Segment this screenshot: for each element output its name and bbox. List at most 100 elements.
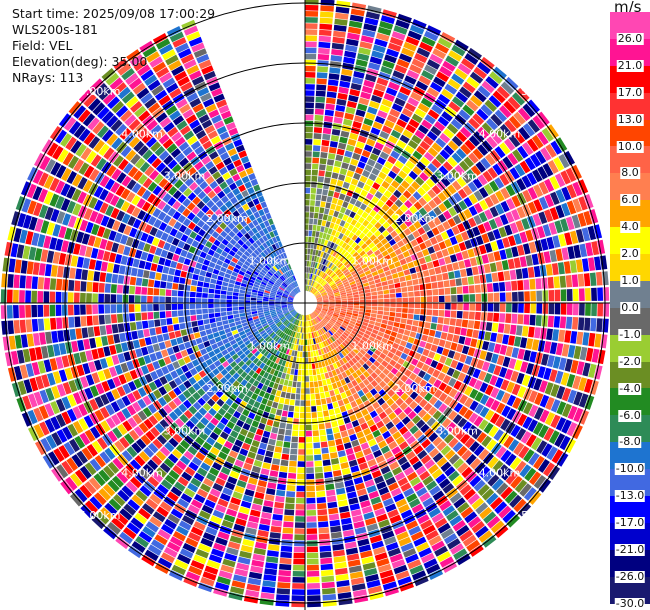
range-gate bbox=[88, 136, 101, 149]
range-gate bbox=[326, 323, 332, 329]
range-gate bbox=[105, 273, 113, 283]
range-gate bbox=[295, 394, 301, 400]
range-gate bbox=[529, 351, 537, 363]
range-gate bbox=[177, 303, 184, 310]
range-gate bbox=[567, 246, 575, 260]
range-gate bbox=[545, 396, 555, 411]
range-gate bbox=[389, 311, 396, 317]
range-gate bbox=[259, 369, 266, 377]
range-gate bbox=[343, 331, 349, 337]
range-gate bbox=[96, 249, 105, 260]
range-gate bbox=[374, 321, 381, 327]
range-gate bbox=[167, 275, 174, 282]
range-gate bbox=[391, 212, 400, 221]
range-gate bbox=[437, 224, 446, 233]
range-gate bbox=[348, 367, 355, 374]
range-gate bbox=[374, 368, 382, 376]
range-gate bbox=[253, 497, 264, 506]
range-gate bbox=[437, 116, 450, 127]
range-gate bbox=[232, 299, 238, 303]
range-gate bbox=[383, 93, 395, 102]
range-gate bbox=[412, 150, 423, 160]
range-gate bbox=[292, 318, 296, 324]
range-gate bbox=[399, 276, 406, 282]
range-gate bbox=[548, 222, 558, 235]
range-gate bbox=[201, 335, 209, 343]
range-gate bbox=[504, 138, 516, 151]
range-gate bbox=[372, 429, 381, 438]
range-gate bbox=[288, 307, 294, 311]
range-gate bbox=[512, 149, 524, 162]
range-gate bbox=[175, 525, 189, 536]
range-gate bbox=[37, 234, 46, 248]
range-gate bbox=[331, 216, 337, 224]
range-gate bbox=[381, 166, 390, 175]
range-gate bbox=[254, 320, 261, 326]
range-gate bbox=[108, 252, 117, 263]
range-gate bbox=[289, 454, 297, 461]
range-gate bbox=[68, 316, 75, 328]
range-gate bbox=[327, 311, 333, 315]
range-gate bbox=[338, 174, 346, 181]
range-gate bbox=[265, 359, 272, 366]
range-gate bbox=[385, 503, 397, 513]
range-gate bbox=[375, 282, 382, 288]
range-gate bbox=[316, 304, 323, 307]
range-gate bbox=[273, 370, 279, 377]
range-gate bbox=[284, 312, 290, 316]
range-gate bbox=[221, 238, 229, 246]
range-gate bbox=[179, 323, 186, 330]
range-gate bbox=[140, 434, 151, 446]
range-gate bbox=[328, 306, 335, 309]
range-gate bbox=[224, 552, 238, 562]
range-gate bbox=[262, 430, 271, 438]
range-gate bbox=[337, 225, 343, 233]
range-gate bbox=[271, 520, 283, 527]
range-gate bbox=[517, 145, 529, 159]
range-gate bbox=[402, 190, 412, 199]
range-gate bbox=[461, 172, 472, 184]
range-gate bbox=[523, 487, 537, 501]
range-gate bbox=[525, 255, 533, 267]
range-gate bbox=[50, 208, 60, 222]
range-gate bbox=[286, 386, 292, 393]
range-gate bbox=[157, 557, 173, 569]
range-gate bbox=[131, 494, 144, 507]
range-gate bbox=[333, 312, 340, 316]
range-gate bbox=[213, 252, 221, 259]
range-gate bbox=[314, 275, 319, 282]
range-gate bbox=[499, 344, 508, 355]
range-gate bbox=[409, 372, 417, 381]
range-gate bbox=[305, 139, 313, 145]
range-gate bbox=[263, 500, 274, 508]
range-gate bbox=[214, 298, 220, 303]
range-gate bbox=[331, 342, 337, 349]
range-gate bbox=[427, 336, 434, 344]
range-gate bbox=[335, 361, 342, 368]
range-gate bbox=[300, 400, 305, 406]
range-gate bbox=[108, 230, 117, 241]
range-gate bbox=[414, 395, 423, 404]
range-gate bbox=[151, 455, 163, 466]
range-gate bbox=[415, 542, 430, 553]
range-gate bbox=[514, 359, 523, 371]
range-gate bbox=[178, 403, 188, 413]
range-gate bbox=[438, 258, 446, 266]
range-gate bbox=[226, 295, 233, 300]
range-gate bbox=[135, 536, 149, 548]
range-gate bbox=[452, 475, 464, 487]
range-gate bbox=[195, 548, 209, 559]
range-gate bbox=[280, 551, 292, 559]
range-gate bbox=[177, 214, 186, 224]
range-gate bbox=[561, 186, 572, 201]
range-gate bbox=[323, 239, 329, 246]
range-gate bbox=[375, 264, 383, 271]
range-gate bbox=[379, 272, 386, 278]
range-gate bbox=[329, 343, 335, 350]
range-gate bbox=[348, 459, 358, 467]
range-gate bbox=[353, 213, 361, 221]
range-gate bbox=[421, 363, 430, 372]
range-gate bbox=[91, 223, 100, 236]
range-gate bbox=[348, 239, 354, 246]
range-gate bbox=[81, 233, 90, 245]
